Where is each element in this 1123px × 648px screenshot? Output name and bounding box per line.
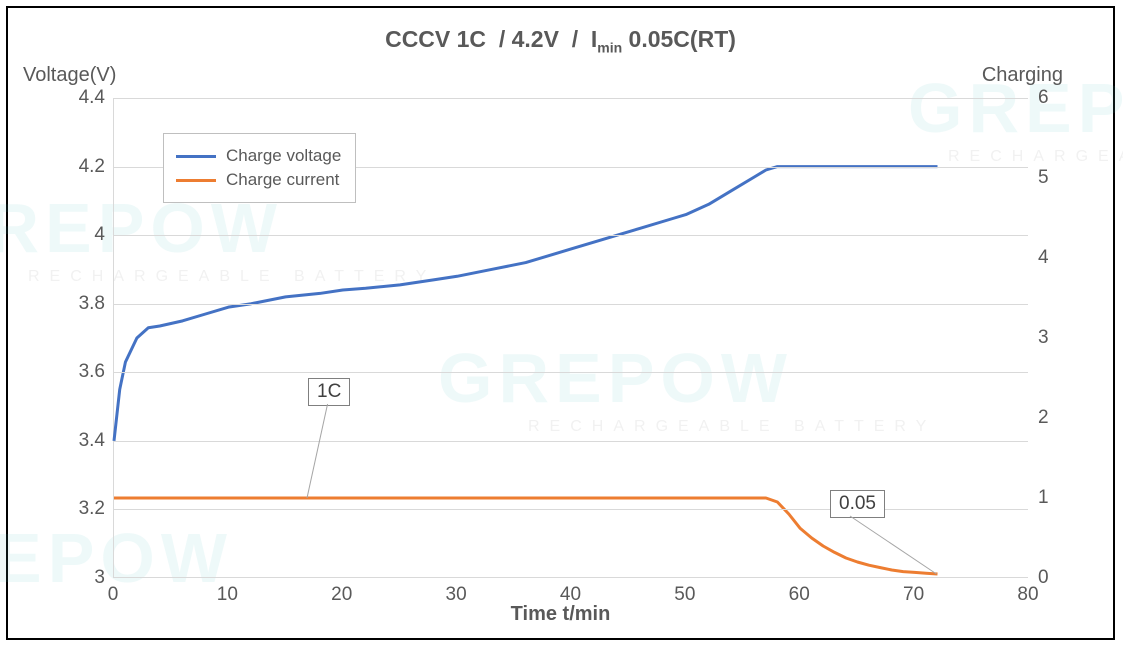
y-right-axis-label: Charging [982,64,1063,87]
y-right-tick: 1 [1038,487,1078,509]
y-left-tick: 4.2 [55,156,105,178]
y-left-tick: 3.6 [55,361,105,383]
y-left-axis-label: Voltage(V) [23,64,116,87]
y-right-tick: 6 [1038,87,1078,109]
y-left-tick: 4.4 [55,87,105,109]
y-left-tick: 3.8 [55,293,105,315]
legend-label: Charge voltage [226,146,341,166]
x-tick: 10 [207,584,247,606]
gridline [114,304,1028,305]
x-tick: 60 [779,584,819,606]
y-right-tick: 2 [1038,407,1078,429]
x-tick: 80 [1008,584,1048,606]
gridline [114,372,1028,373]
chart-title: CCCV 1C / 4.2V / Imin 0.05C(RT) [8,26,1113,56]
gridline [114,441,1028,442]
y-right-tick: 4 [1038,247,1078,269]
legend-item: Charge current [176,170,341,190]
x-tick: 0 [93,584,133,606]
chart-frame: GREPOW RECHARGEABLE BATTERY GREPOW RECHA… [6,6,1115,640]
callout-label: 0.05 [830,490,885,518]
legend-item: Charge voltage [176,146,341,166]
callout-leader [850,516,939,576]
x-tick: 50 [665,584,705,606]
x-tick: 30 [436,584,476,606]
y-right-tick: 5 [1038,167,1078,189]
y-left-tick: 4 [55,224,105,246]
x-tick: 20 [322,584,362,606]
legend-label: Charge current [226,170,339,190]
legend-swatch [176,155,216,158]
legend: Charge voltage Charge current [163,133,356,203]
y-left-tick: 3.2 [55,498,105,520]
gridline [114,509,1028,510]
y-right-tick: 3 [1038,327,1078,349]
x-axis-label: Time t/min [8,603,1113,626]
x-tick: 70 [894,584,934,606]
x-tick: 40 [551,584,591,606]
y-left-tick: 3.4 [55,430,105,452]
gridline [114,98,1028,99]
callout-leader [307,404,330,500]
callout-label: 1C [308,378,350,406]
gridline [114,235,1028,236]
legend-swatch [176,179,216,182]
